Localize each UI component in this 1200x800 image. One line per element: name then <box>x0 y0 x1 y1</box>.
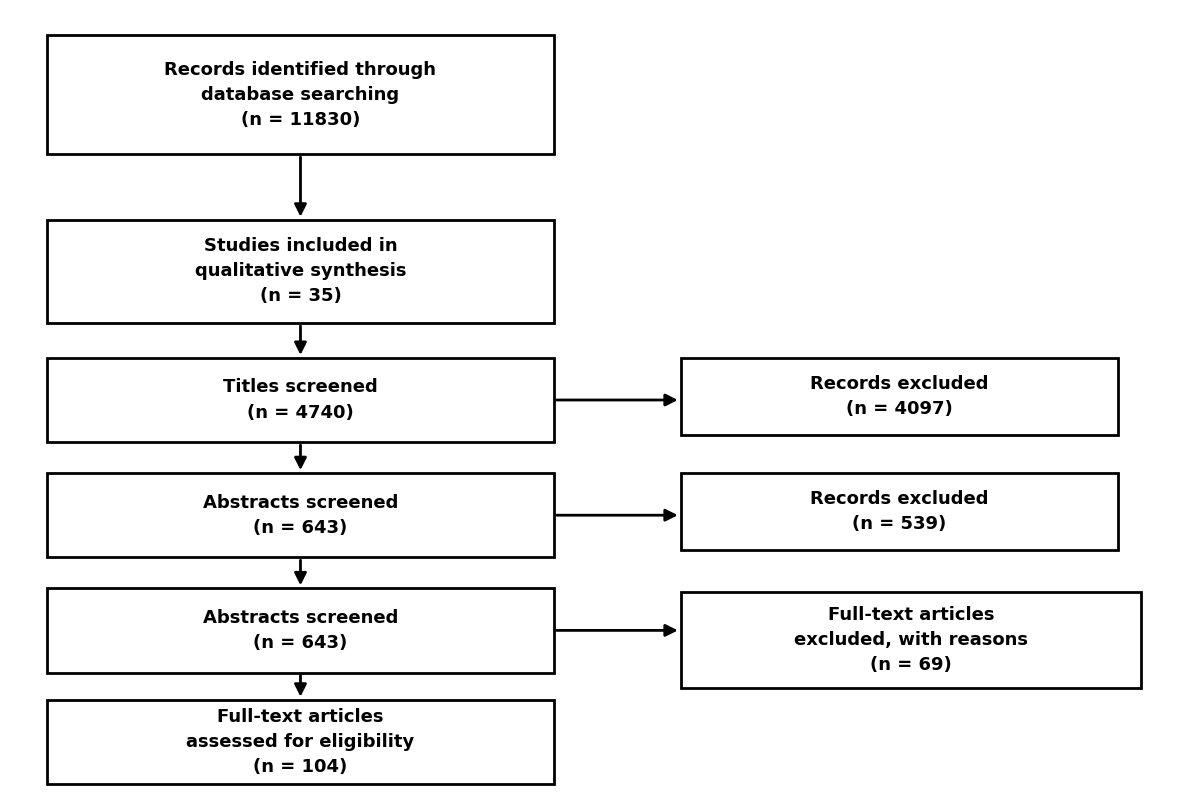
FancyBboxPatch shape <box>680 592 1141 688</box>
Text: Records identified through
database searching
(n = 11830): Records identified through database sear… <box>164 61 437 129</box>
FancyBboxPatch shape <box>47 473 554 558</box>
FancyBboxPatch shape <box>47 588 554 673</box>
FancyBboxPatch shape <box>47 35 554 154</box>
FancyBboxPatch shape <box>680 358 1118 434</box>
Text: Full-text articles
assessed for eligibility
(n = 104): Full-text articles assessed for eligibil… <box>186 708 415 776</box>
FancyBboxPatch shape <box>47 219 554 323</box>
Text: Titles screened
(n = 4740): Titles screened (n = 4740) <box>223 378 378 422</box>
Text: Abstracts screened
(n = 643): Abstracts screened (n = 643) <box>203 494 398 537</box>
FancyBboxPatch shape <box>47 699 554 784</box>
Text: Full-text articles
excluded, with reasons
(n = 69): Full-text articles excluded, with reason… <box>794 606 1028 674</box>
FancyBboxPatch shape <box>680 473 1118 550</box>
Text: Records excluded
(n = 4097): Records excluded (n = 4097) <box>810 374 989 418</box>
FancyBboxPatch shape <box>47 358 554 442</box>
Text: Abstracts screened
(n = 643): Abstracts screened (n = 643) <box>203 609 398 652</box>
Text: Studies included in
qualitative synthesis
(n = 35): Studies included in qualitative synthesi… <box>194 238 407 306</box>
Text: Records excluded
(n = 539): Records excluded (n = 539) <box>810 490 989 533</box>
